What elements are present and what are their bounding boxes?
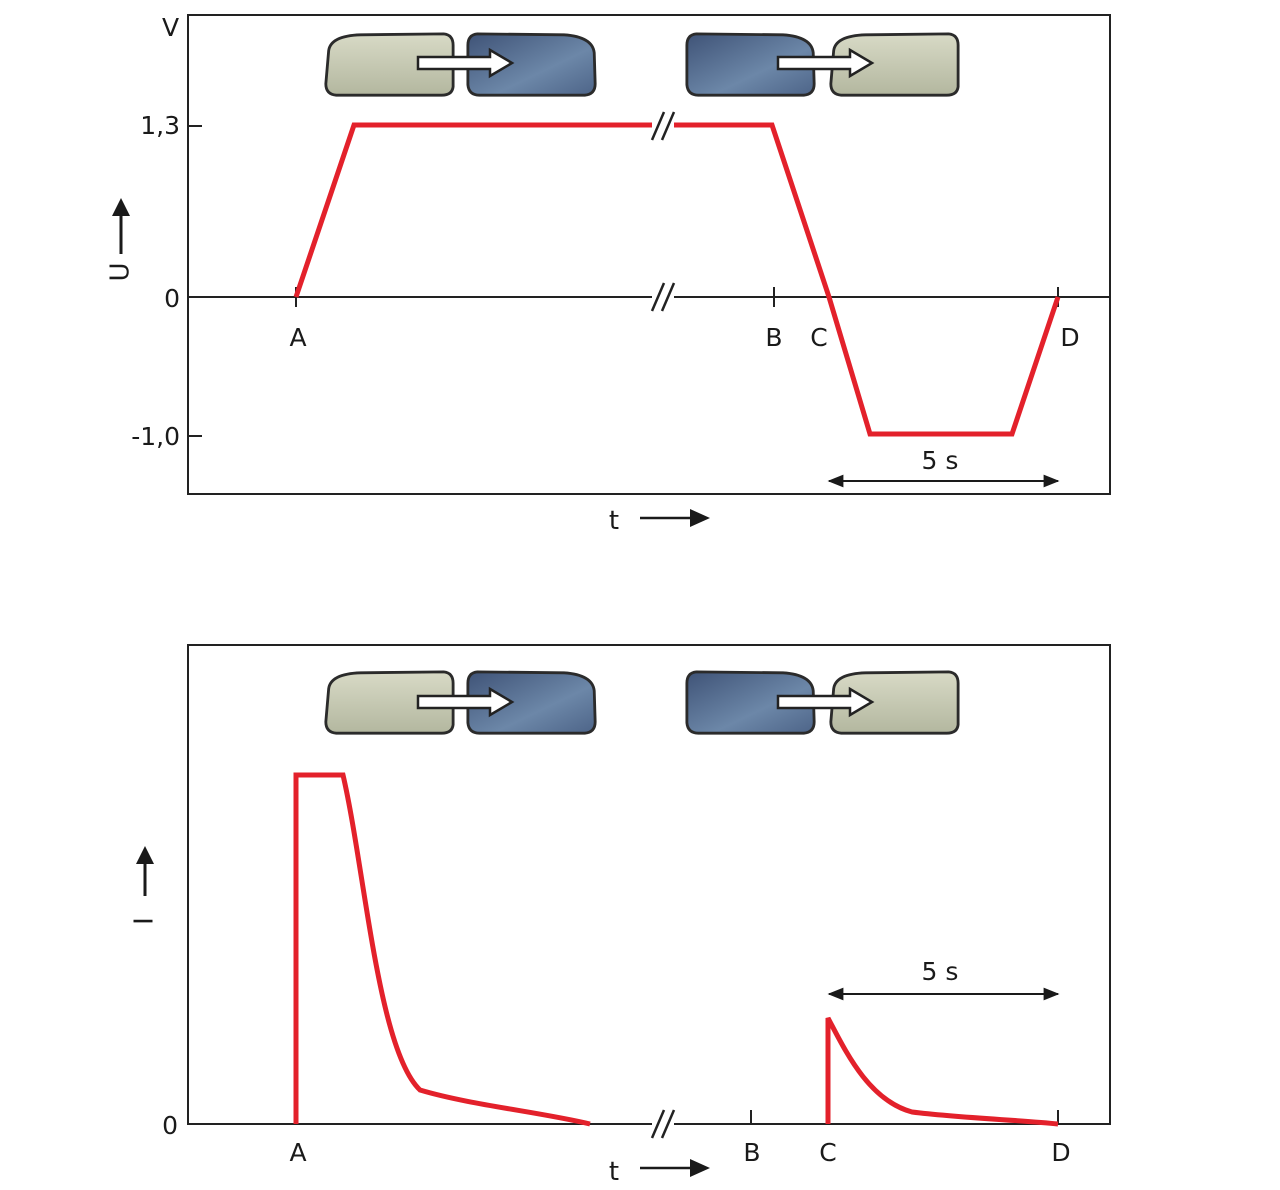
- arrow-right-icon: [776, 47, 875, 79]
- axis-break-mark: [650, 111, 676, 141]
- mirror-pair-clearing: [685, 32, 960, 97]
- duration-label: 5 s: [922, 446, 959, 475]
- y-tick-label: 1,3: [140, 111, 180, 140]
- axis-break-mark: [650, 1109, 676, 1139]
- current-curve-darkening: [293, 772, 591, 1127]
- arrow-right-icon: [776, 686, 875, 718]
- x-tick-label: D: [1060, 323, 1079, 352]
- x-tick-label: B: [765, 323, 782, 352]
- mirror-pair-darkening: [324, 32, 597, 97]
- y-axis-label: U: [106, 262, 136, 281]
- x-tick-label: A: [289, 323, 306, 352]
- x-axis-arrow: [640, 1159, 710, 1177]
- y-tick-label: 0: [162, 1111, 178, 1140]
- voltage-plot-frame: [187, 14, 1111, 495]
- y-axis-arrow: [136, 846, 154, 896]
- arrow-right-icon: [416, 686, 515, 718]
- axis-break-mark: [650, 282, 676, 312]
- current-curve-clearing: [825, 1016, 1059, 1127]
- x-axis-arrow: [640, 509, 710, 527]
- mirror-pair-clearing: [685, 670, 960, 735]
- y-unit-label: V: [162, 13, 179, 42]
- voltage-panel: V 1,3 0 -1,0 U A B C D: [106, 13, 1111, 536]
- x-tick-label: B: [743, 1138, 760, 1167]
- x-axis-label: t: [609, 506, 619, 536]
- voltage-curve: [293, 122, 1061, 437]
- y-tick-label: -1,0: [131, 422, 180, 451]
- duration-label: 5 s: [922, 957, 959, 986]
- current-panel: I 0 A B C D 5 s t: [130, 644, 1111, 1187]
- x-tick-label: A: [289, 1138, 306, 1167]
- x-tick-label: C: [810, 323, 827, 352]
- y-axis-label: I: [130, 917, 160, 925]
- y-tick-label: 0: [164, 284, 180, 313]
- mirror-pair-darkening: [324, 670, 597, 735]
- y-axis-arrow: [112, 198, 130, 254]
- x-tick-label: D: [1051, 1138, 1070, 1167]
- x-tick-label: C: [819, 1138, 836, 1167]
- arrow-right-icon: [416, 47, 515, 79]
- x-axis-label: t: [609, 1157, 619, 1187]
